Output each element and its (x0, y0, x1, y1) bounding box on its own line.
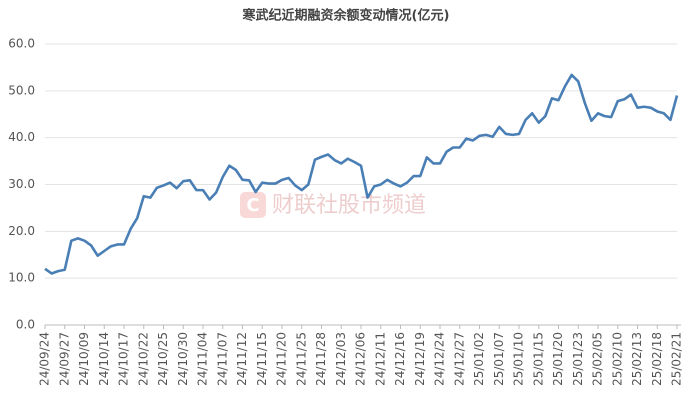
x-tick-label: 25/02/10 (610, 332, 624, 386)
x-tick-label: 25/01/10 (512, 332, 526, 386)
y-tick-label: 60.0 (8, 37, 35, 51)
x-tick-label: 24/11/28 (314, 332, 328, 386)
x-tick-label: 24/10/14 (97, 332, 111, 386)
x-tick-label: 24/11/20 (275, 332, 289, 386)
x-tick-label: 24/09/24 (38, 332, 52, 386)
x-tick-label: 24/10/17 (117, 332, 131, 386)
x-tick-label: 24/10/30 (176, 332, 190, 386)
x-tick-label: 25/02/05 (591, 332, 605, 386)
x-tick-label: 24/11/04 (196, 332, 210, 386)
chart-title: 寒武纪近期融资余额变动情况(亿元) (242, 8, 450, 24)
x-tick-label: 24/11/15 (255, 332, 269, 386)
x-tick-label: 24/12/19 (413, 332, 427, 386)
x-tick-label: 25/01/15 (531, 332, 545, 386)
svg-text:C: C (246, 195, 259, 216)
x-tick-label: 24/11/25 (294, 332, 308, 386)
x-tick-label: 25/01/23 (571, 332, 585, 386)
y-tick-label: 0.0 (16, 318, 35, 332)
x-tick-label: 25/01/07 (492, 332, 506, 386)
data-line (44, 73, 679, 275)
x-tick-label: 24/12/16 (393, 332, 407, 386)
y-tick-label: 30.0 (8, 177, 35, 191)
x-tick-label: 24/09/27 (57, 332, 71, 386)
y-tick-label: 50.0 (8, 83, 35, 97)
x-tick-label: 25/02/18 (650, 332, 664, 386)
x-tick-label: 25/02/21 (670, 332, 684, 386)
x-tick-label: 24/12/24 (433, 332, 447, 386)
x-tick-label: 24/10/22 (136, 332, 150, 386)
x-tick-label: 24/10/09 (77, 332, 91, 386)
y-tick-label: 40.0 (8, 130, 35, 144)
x-tick-label: 24/11/12 (235, 332, 249, 386)
x-tick-label: 24/10/25 (156, 332, 170, 386)
y-tick-label: 20.0 (8, 224, 35, 238)
x-tick-label: 24/12/06 (354, 332, 368, 386)
y-tick-label: 10.0 (8, 271, 35, 285)
x-tick-label: 25/01/20 (551, 332, 565, 386)
watermark: 财联社股市频道 (272, 193, 426, 218)
x-tick-label: 24/12/27 (452, 332, 466, 386)
x-tick-label: 24/11/07 (215, 332, 229, 386)
x-tick-label: 24/12/11 (373, 332, 387, 386)
watermark-logo: C (240, 192, 266, 218)
x-tick-label: 25/01/02 (472, 332, 486, 386)
x-tick-label: 24/12/03 (334, 332, 348, 386)
x-tick-label: 25/02/13 (630, 332, 644, 386)
